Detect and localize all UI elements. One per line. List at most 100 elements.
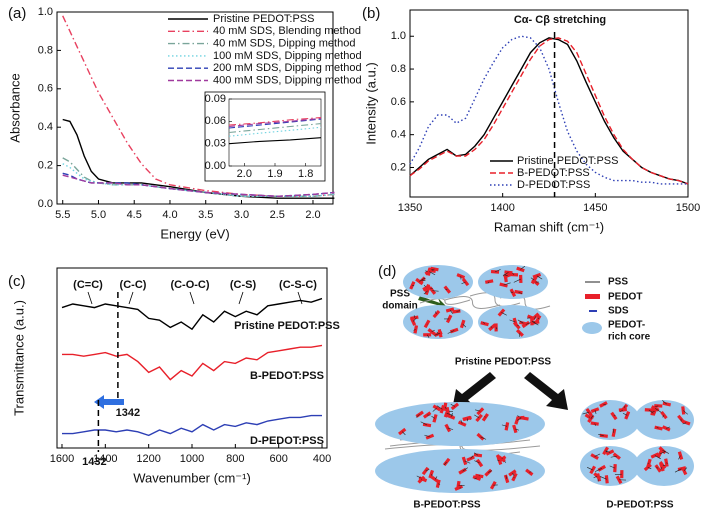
pss-chain bbox=[462, 323, 467, 328]
pss-chain bbox=[446, 413, 454, 416]
pedot-chain bbox=[437, 329, 443, 338]
pedot-chain bbox=[660, 410, 668, 420]
pedot-chain bbox=[611, 428, 617, 438]
pss-chain bbox=[513, 278, 521, 283]
legend-label: Pristine PEDOT:PSS bbox=[517, 155, 618, 167]
legend-swatch bbox=[582, 322, 602, 334]
panel-label: (b) bbox=[362, 5, 380, 22]
band-label: (C-S-C) bbox=[279, 279, 317, 291]
band-pointer bbox=[297, 291, 303, 305]
pedot-chain bbox=[422, 411, 432, 419]
pss-chain bbox=[530, 277, 535, 281]
pss-chain bbox=[517, 415, 521, 419]
series-line bbox=[62, 414, 322, 437]
pss-chain bbox=[460, 419, 463, 424]
legend-label: PEDOT- bbox=[608, 320, 645, 331]
marker-label: 1342 bbox=[116, 407, 140, 419]
pss-chain bbox=[682, 422, 687, 425]
legend-label: 40 mM SDS, Blending method bbox=[213, 25, 361, 37]
x-tick-label: 4.5 bbox=[127, 209, 142, 221]
pss-chain bbox=[594, 423, 596, 426]
panel-label: (d) bbox=[378, 263, 396, 280]
pss-chain bbox=[483, 322, 485, 324]
plot-frame bbox=[56, 11, 334, 205]
pss-chain bbox=[447, 427, 454, 430]
pss-chain bbox=[674, 468, 683, 473]
pss-chain bbox=[430, 473, 433, 477]
legend-label: 200 mM SDS, Dipping method bbox=[213, 62, 362, 74]
pss-chain bbox=[470, 455, 474, 459]
pedot-chain bbox=[590, 407, 600, 413]
pedot-chain bbox=[428, 286, 437, 295]
pss-domain-chain bbox=[384, 444, 541, 451]
legend-label: B-PEDOT:PSS bbox=[517, 167, 590, 179]
pedot-chain bbox=[484, 468, 493, 477]
pedot-chain bbox=[644, 408, 653, 412]
pss-chain bbox=[474, 414, 480, 419]
band-pointer bbox=[238, 291, 244, 305]
band-pointer bbox=[87, 291, 93, 305]
pss-chain bbox=[474, 477, 477, 480]
inset-line bbox=[228, 118, 322, 129]
pedot-chain bbox=[475, 413, 483, 423]
pss-chain bbox=[434, 332, 441, 336]
pss-chain bbox=[413, 329, 416, 331]
x-tick-label: 1450 bbox=[583, 202, 607, 214]
inset-line bbox=[228, 117, 322, 128]
band-pointer bbox=[128, 291, 134, 305]
x-tick-label: 1600 bbox=[50, 453, 74, 465]
pedot-chain bbox=[476, 407, 485, 416]
pss-chain bbox=[529, 471, 532, 473]
pss-chain bbox=[648, 409, 654, 414]
pedot-chain bbox=[427, 328, 436, 336]
pss-chain bbox=[501, 312, 507, 316]
pss-chain bbox=[666, 462, 668, 464]
pedot-chain bbox=[423, 333, 432, 337]
state-label: D-PEDOT:PSS bbox=[606, 500, 674, 511]
pss-chain bbox=[590, 415, 594, 419]
pss-chain bbox=[434, 476, 438, 480]
pss-chain bbox=[516, 417, 522, 421]
legend-label: PSS bbox=[608, 277, 628, 288]
pss-chain bbox=[510, 291, 513, 293]
y-tick-label: 0.0 bbox=[38, 198, 53, 210]
plot-frame bbox=[409, 9, 689, 198]
pss-chain bbox=[594, 453, 601, 457]
pedot-chain bbox=[445, 314, 453, 324]
pss-chain bbox=[474, 452, 479, 456]
pedot-chain bbox=[445, 307, 455, 313]
pss-chain bbox=[503, 282, 511, 286]
y-tick-label: 0.2 bbox=[38, 160, 53, 172]
pss-chain bbox=[620, 409, 624, 413]
pedot-chain bbox=[484, 279, 494, 284]
y-tick-label: 0.4 bbox=[391, 129, 406, 141]
marker-label: 1432 bbox=[82, 456, 106, 468]
pss-chain bbox=[654, 455, 661, 460]
pedot-chain bbox=[612, 452, 621, 460]
pedot-chain bbox=[456, 273, 466, 280]
pedot-chain bbox=[650, 452, 660, 459]
pss-chain bbox=[443, 461, 447, 466]
x-tick-label: 800 bbox=[226, 453, 244, 465]
pss-chain bbox=[659, 451, 666, 455]
inset-y-tick-label: 0.09 bbox=[205, 93, 226, 105]
pss-domain-chain bbox=[444, 296, 501, 309]
y-tick-label: 0.6 bbox=[38, 83, 53, 95]
pss-chain bbox=[587, 467, 593, 471]
x-tick-label: 3.5 bbox=[198, 209, 213, 221]
pss-domain-chain bbox=[419, 298, 471, 305]
pss-chain bbox=[613, 415, 616, 417]
pedot-chain bbox=[459, 319, 466, 329]
pedot-chain bbox=[499, 282, 508, 288]
pss-chain bbox=[603, 404, 606, 406]
x-tick-label: 5.0 bbox=[91, 209, 106, 221]
pss-chain bbox=[488, 470, 493, 473]
series-line bbox=[62, 344, 323, 381]
panel-label: (c) bbox=[8, 273, 26, 290]
pss-chain bbox=[431, 415, 436, 419]
pss-chain bbox=[595, 468, 602, 472]
pss-chain bbox=[435, 311, 437, 315]
legend-label: 100 mM SDS, Dipping method bbox=[213, 50, 362, 62]
inset-line bbox=[228, 117, 322, 126]
pss-chain bbox=[429, 271, 436, 276]
